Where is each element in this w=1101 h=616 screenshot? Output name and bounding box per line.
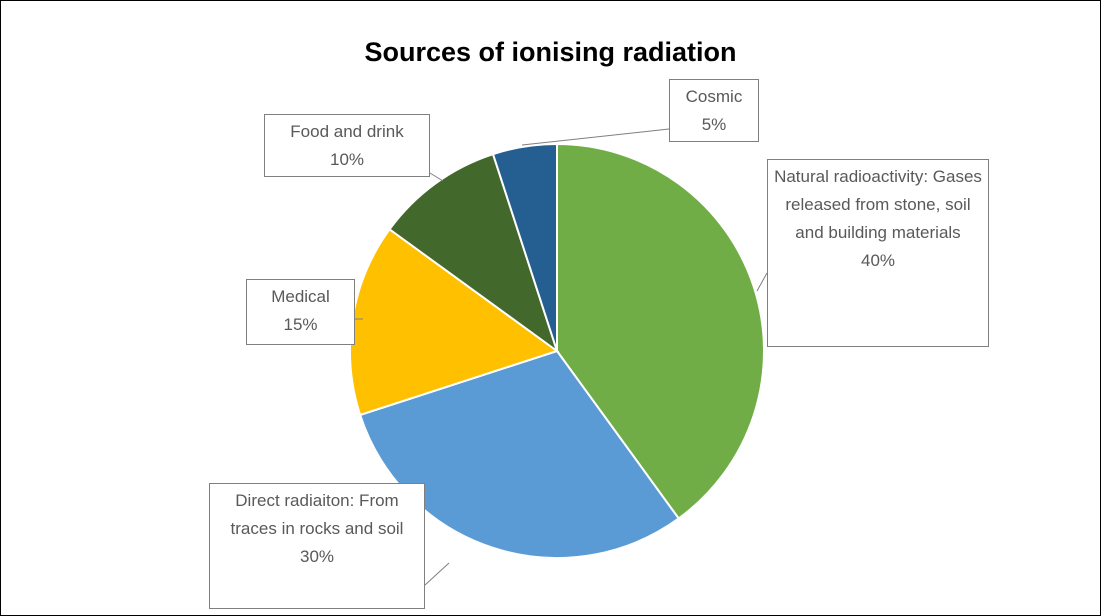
value-label: 5% [701, 115, 727, 134]
category-label: Medical [271, 287, 330, 306]
chart-title: Sources of ionising radiation [364, 37, 737, 67]
data-label: Cosmic 5% [669, 79, 759, 142]
data-label: Natural radioactivity: Gases released fr… [767, 159, 989, 347]
leader-line [521, 128, 670, 146]
category-label: Natural radioactivity: Gases released fr… [774, 167, 982, 242]
pie-slice [388, 152, 559, 354]
data-label: Medical 15% [246, 279, 355, 345]
pie-slice [358, 349, 681, 559]
category-label: Cosmic [685, 87, 743, 106]
category-label: Direct radiaiton: From traces in rocks a… [230, 491, 404, 538]
value-label: 30% [299, 547, 335, 566]
pie-slice [491, 142, 558, 352]
leader-line [424, 562, 450, 586]
pie-slice [556, 142, 765, 520]
leader-line [756, 272, 768, 292]
leader-line [429, 172, 444, 182]
data-label: Food and drink 10% [264, 114, 430, 177]
data-label: Direct radiaiton: From traces in rocks a… [209, 483, 425, 609]
value-label: 15% [283, 315, 318, 334]
value-label: 10% [329, 150, 365, 169]
value-label: 40% [860, 251, 896, 270]
category-label: Food and drink [290, 122, 404, 141]
